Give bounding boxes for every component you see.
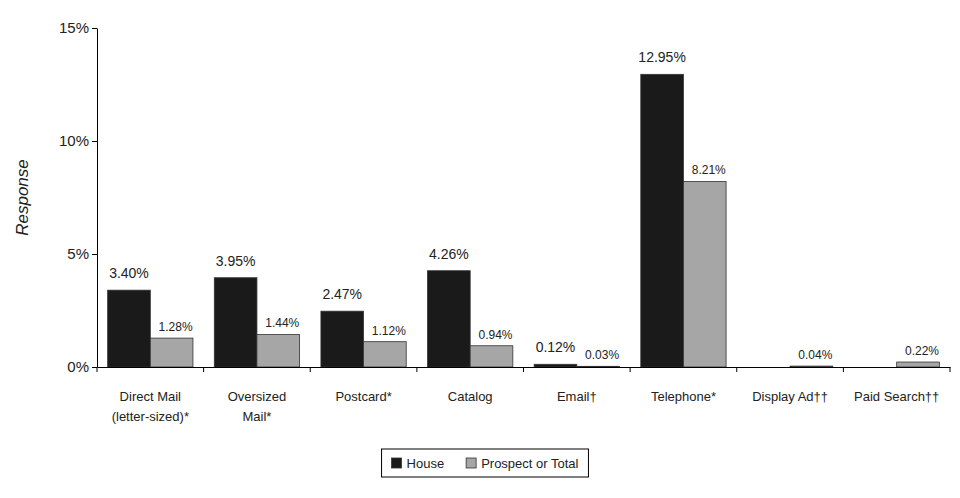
x-tick-label-line: Postcard* <box>335 389 391 404</box>
data-label: 0.03% <box>585 348 619 362</box>
x-tick-label-line: Mail* <box>242 409 271 424</box>
legend-swatch <box>466 458 476 468</box>
bar <box>364 342 407 367</box>
bar <box>108 290 151 367</box>
data-label: 1.12% <box>372 324 406 338</box>
x-tick-label: Oversized Mail* <box>228 389 287 424</box>
data-label: 8.21% <box>692 163 726 177</box>
category-separator <box>843 367 844 372</box>
legend-label: House <box>407 456 445 471</box>
x-tick-label-line: Direct Mail <box>120 389 182 404</box>
category-separator <box>523 367 524 372</box>
bar <box>683 181 726 367</box>
data-label: 0.04% <box>798 348 832 362</box>
x-tick: Direct Mail (letter-sized)* <box>112 367 189 424</box>
y-tick-mark <box>92 141 97 142</box>
y-axis-line <box>97 29 98 368</box>
data-label: 4.26% <box>429 246 469 262</box>
y-tick: 10% <box>59 132 97 149</box>
y-tick: 0% <box>67 358 97 375</box>
category-separator <box>203 367 204 372</box>
x-tick-label: Paid Search†† <box>854 389 939 404</box>
chart: 3.40% 3.95% 2.47% 4.26% 0.12% 12.95% 1.28% 1.44… <box>0 0 960 498</box>
y-tick-label: 10% <box>59 132 89 149</box>
data-label: 0.12% <box>536 339 576 355</box>
y-tick-mark <box>92 367 97 368</box>
x-tick: Postcard* <box>335 367 391 404</box>
bar <box>897 362 940 367</box>
y-tick-mark <box>92 254 97 255</box>
y-tick: 5% <box>67 245 97 262</box>
bar <box>257 334 300 367</box>
category-separator <box>416 367 417 372</box>
data-label: 3.95% <box>216 253 256 269</box>
data-label: 2.47% <box>322 286 362 302</box>
y-axis: 0% 5% 10% 15% <box>59 19 98 375</box>
data-label: 0.94% <box>478 328 512 342</box>
y-tick-label: 0% <box>67 358 89 375</box>
bar <box>214 278 257 367</box>
category-separator <box>630 367 631 372</box>
x-tick: Telephone* <box>651 367 716 404</box>
bar <box>790 366 833 367</box>
y-tick-mark <box>92 28 97 29</box>
legend: House Prospect or Total <box>382 449 589 477</box>
x-tick-label-line: Paid Search†† <box>854 389 939 404</box>
x-tick-label: Catalog <box>448 389 493 404</box>
legend-item: Prospect or Total <box>466 456 578 471</box>
x-tick-label-line: Email† <box>557 389 597 404</box>
data-label: 0.22% <box>905 344 939 358</box>
y-axis-title: Response <box>13 159 32 236</box>
x-tick: Catalog <box>448 367 493 404</box>
bar <box>534 364 577 367</box>
legend-item: House <box>392 456 445 471</box>
y-tick-label: 15% <box>59 19 89 36</box>
x-tick-label-line: Catalog <box>448 389 493 404</box>
legend-box <box>382 449 589 477</box>
x-tick-label: Postcard* <box>335 389 391 404</box>
x-tick-label: Email† <box>557 389 597 404</box>
bar <box>470 346 513 367</box>
bar <box>321 311 364 367</box>
category-separator <box>736 367 737 372</box>
x-tick: Display Ad†† <box>752 367 828 404</box>
legend-label: Prospect or Total <box>481 456 578 471</box>
x-tick-label: Display Ad†† <box>752 389 828 404</box>
y-tick: 15% <box>59 19 97 36</box>
x-tick-label: Direct Mail (letter-sized)* <box>112 389 189 424</box>
data-labels: 3.40% 3.95% 2.47% 4.26% 0.12% 12.95% 1.28% 1.44… <box>109 49 939 362</box>
x-tick-label-line: Display Ad†† <box>752 389 828 404</box>
bar <box>577 366 620 367</box>
x-tick: Paid Search†† <box>854 367 939 404</box>
bar <box>150 338 193 367</box>
legend-swatch <box>392 458 402 468</box>
category-separator <box>950 367 951 372</box>
x-tick-label-line: Telephone* <box>651 389 716 404</box>
y-tick-label: 5% <box>67 245 89 262</box>
x-tick-label-line: (letter-sized)* <box>112 409 189 424</box>
data-label: 1.28% <box>159 320 193 334</box>
x-axis: Direct Mail (letter-sized)* Oversized Mail*… <box>98 367 951 424</box>
x-tick-label-line: Oversized <box>228 389 287 404</box>
data-label: 12.95% <box>638 49 685 65</box>
data-label: 3.40% <box>109 265 149 281</box>
data-label: 1.44% <box>265 316 299 330</box>
bar <box>428 271 471 367</box>
bar <box>641 74 684 367</box>
x-tick-label: Telephone* <box>651 389 716 404</box>
x-tick: Email† <box>557 367 597 404</box>
category-separator <box>310 367 311 372</box>
x-tick: Oversized Mail* <box>228 367 287 424</box>
bars <box>108 74 940 367</box>
category-separator <box>97 367 98 372</box>
